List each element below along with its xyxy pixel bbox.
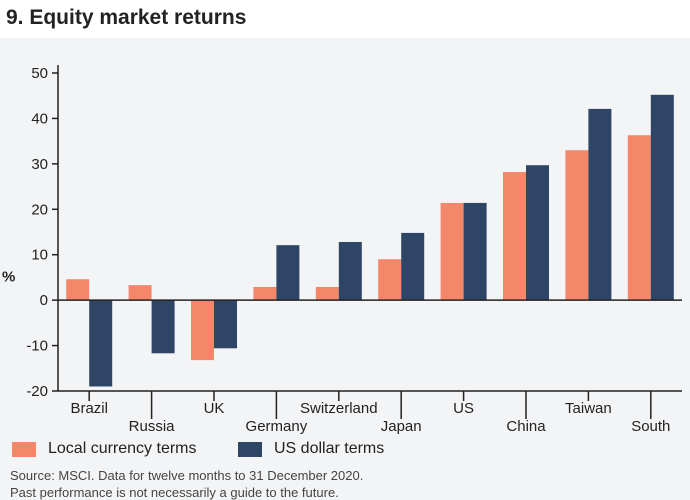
bar-local — [191, 300, 214, 361]
x-tick-label: Brazil — [70, 400, 108, 417]
x-tick-label: Germany — [246, 418, 308, 435]
y-tick-label: 40 — [31, 110, 48, 127]
legend-swatch-usd — [238, 441, 262, 457]
bar-usd — [338, 241, 362, 301]
bar-local — [627, 135, 651, 301]
bar-local — [503, 172, 526, 301]
legend-label-usd: US dollar terms — [274, 440, 385, 457]
y-tick-label: -20 — [26, 383, 48, 400]
bar-usd — [588, 108, 612, 301]
y-tick-label: 30 — [31, 156, 48, 173]
y-tick-label: 10 — [31, 247, 48, 264]
bar-usd — [276, 245, 300, 301]
y-tick-label: 0 — [40, 292, 48, 309]
bar-local — [440, 202, 464, 301]
bar-usd — [650, 94, 674, 301]
x-tick-label: Switzerland — [300, 400, 378, 417]
legend-swatch-local — [12, 441, 36, 457]
y-tick-label: 50 — [31, 65, 48, 82]
chart-title: 9. Equity market returns — [0, 0, 690, 38]
bar-usd — [151, 300, 175, 354]
x-tick-label: China — [506, 418, 546, 435]
source-note: Source: MSCI. Data for twelve months to … — [10, 468, 364, 483]
bar-local — [565, 150, 589, 301]
legend-local: Local currency terms — [12, 440, 197, 458]
x-tick-label: Russia — [129, 418, 176, 435]
bar-local — [128, 285, 152, 301]
bar-local — [66, 279, 90, 301]
y-tick-label: -10 — [26, 338, 48, 355]
y-axis-label: % — [2, 268, 15, 285]
legend-label-local: Local currency terms — [48, 440, 197, 457]
x-tick-label: Korea — [631, 436, 672, 438]
bar-usd — [401, 232, 425, 301]
x-tick-label: Taiwan — [565, 400, 612, 417]
x-tick-label: Japan — [381, 418, 422, 435]
x-tick-label: South — [631, 418, 670, 435]
bar-usd — [214, 300, 237, 349]
bar-usd — [463, 202, 487, 301]
y-tick-label: 20 — [31, 201, 48, 218]
x-tick-label: US — [453, 400, 474, 417]
bar-usd — [526, 165, 549, 301]
bar-local — [378, 259, 402, 301]
legend-usd: US dollar terms — [238, 440, 384, 458]
x-tick-label: UK — [204, 400, 225, 417]
bar-usd — [89, 300, 113, 387]
bar-local — [315, 286, 339, 301]
disclaimer-note: Past performance is not necessarily a gu… — [10, 485, 339, 500]
bar-local — [253, 286, 277, 301]
bar-chart: -20-1001020304050%BrazilRussiaUKGermanyS… — [2, 65, 682, 438]
